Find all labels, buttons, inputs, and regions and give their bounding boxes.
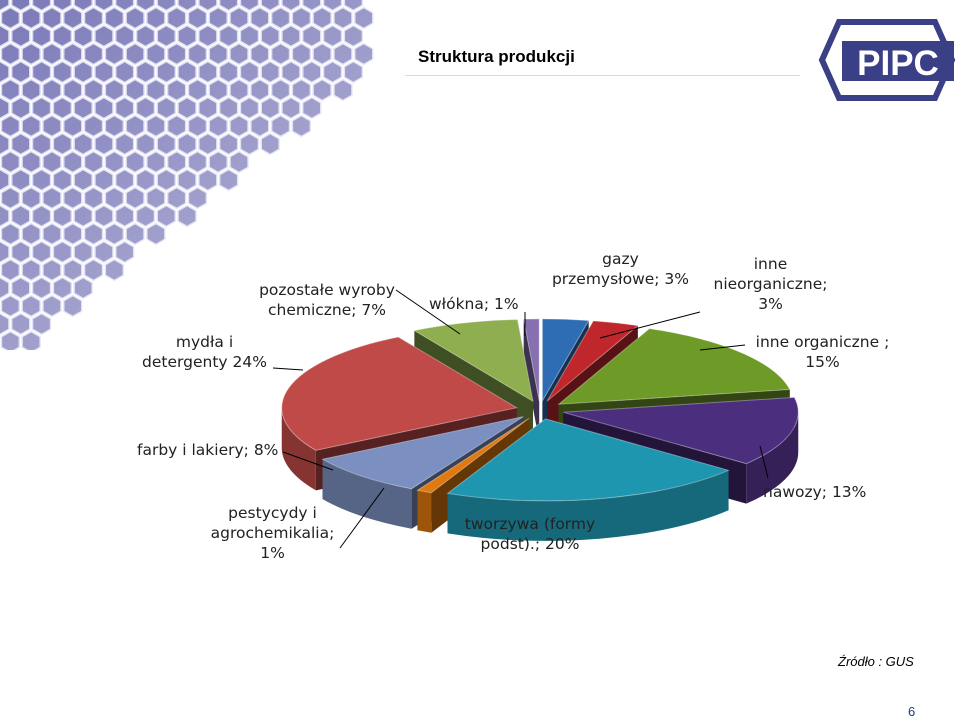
leader-line-8 (395, 289, 461, 335)
label-farby-i-lakiery: farby i lakiery; 8% (137, 441, 279, 459)
pipc-logo: PIPC (818, 19, 956, 101)
pie-slice-9 (523, 318, 540, 441)
leader-line-3 (759, 445, 769, 479)
leader-line-2 (699, 344, 746, 351)
source-note: Źródło : GUS (838, 654, 914, 669)
label-inne-organiczne: inne organiczne ; 15% (755, 333, 890, 371)
label-nawozy: nawozy; 13% (763, 483, 867, 501)
title-divider (405, 75, 800, 76)
label-inne-nieorganiczne: inne nieorganiczne; 3% (713, 255, 828, 313)
label-mydla-i-detergenty: mydła i detergenty 24% (142, 333, 267, 371)
page-number: 6 (908, 704, 916, 719)
label-pozostale-wyroby: pozostałe wyroby chemiczne; 7% (259, 281, 395, 319)
leader-line-7 (272, 367, 304, 371)
leader-line-5 (339, 487, 385, 549)
label-wlokna: włókna; 1% (429, 295, 519, 313)
label-pestycydy: pestycydy i agrochemikalia; 1% (210, 504, 335, 562)
leader-line-1 (599, 311, 701, 339)
hexagon-pattern-decoration (0, 0, 374, 350)
label-gazy-przemyslowe: gazy przemysłowe; 3% (551, 250, 690, 288)
svg-text:PIPC: PIPC (857, 44, 939, 83)
label-tworzywa: tworzywa (formy podst).; 20% (464, 515, 596, 553)
slide-title: Struktura produkcji (418, 47, 575, 66)
pie-slice-4 (446, 418, 731, 541)
leader-line-6 (282, 451, 334, 471)
